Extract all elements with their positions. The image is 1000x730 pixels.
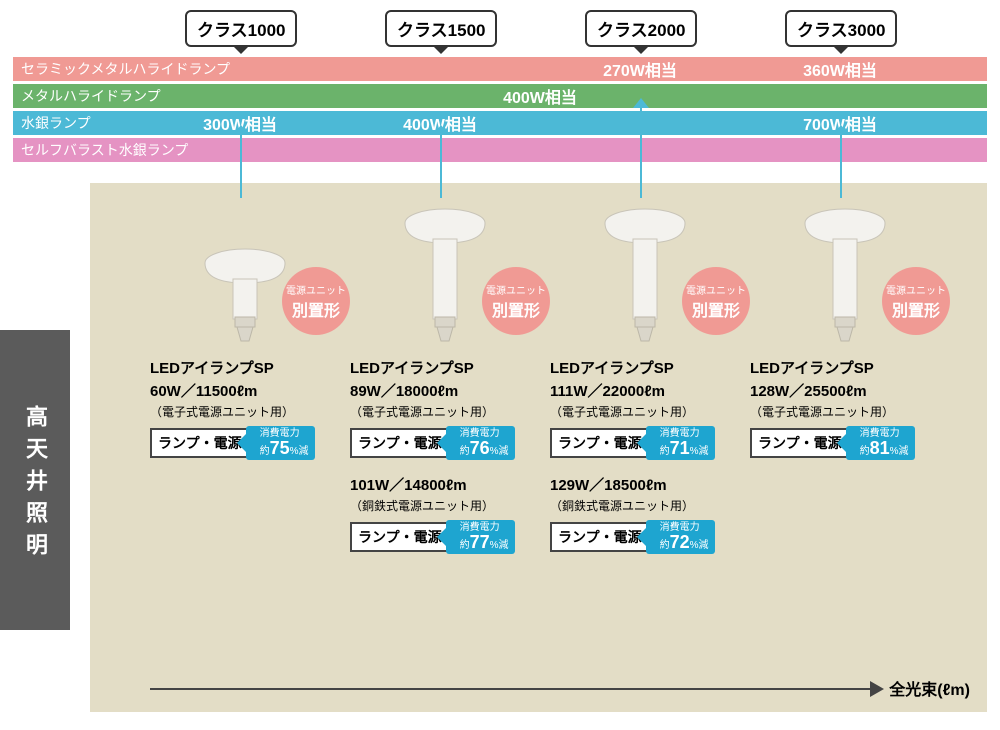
savings-badge: 消費電力 約71%減 [646,426,715,460]
lamp-icon [200,245,290,345]
lamp-icon [600,205,690,345]
equiv-wattage: 360W相当 [785,57,895,81]
lamp-icon [800,205,890,345]
lamp-power-button[interactable]: ランプ・電源 [350,522,450,552]
product-title: LEDアイランプSP [550,357,740,378]
product-note: （銅鉄式電源ユニット用） [350,497,540,514]
product-power: 60W／11500ℓm [150,380,340,401]
savings-badge: 消費電力 約72%減 [646,520,715,554]
lamp-icon [400,205,490,345]
unit-type-badge: 電源ユニット 別置形 [682,267,750,335]
savings-badge: 消費電力 約75%減 [246,426,315,460]
product-title: LEDアイランプSP [750,357,940,378]
mapping-arrow [640,108,642,198]
unit-type-badge: 電源ユニット 別置形 [482,267,550,335]
product-note: （電子式電源ユニット用） [750,403,940,420]
savings-badge: 消費電力 約77%減 [446,520,515,554]
equiv-wattage: 400W相当 [485,84,595,108]
class-header: クラス2000 [585,10,697,47]
equiv-band: セラミックメタルハライドランプ270W相当360W相当 [13,57,987,81]
class-header: クラス1000 [185,10,297,47]
lamp-power-button[interactable]: ランプ・電源 [550,522,650,552]
equiv-wattage: 270W相当 [585,57,695,81]
product-note: （電子式電源ユニット用） [550,403,740,420]
product-title: LEDアイランプSP [150,357,340,378]
savings-badge: 消費電力 約81%減 [846,426,915,460]
product-power: 101W／14800ℓm [350,474,540,495]
mapping-arrow [840,135,842,198]
product-note: （銅鉄式電源ユニット用） [550,497,740,514]
product-column: 電源ユニット 別置形 LEDアイランプSP 60W／11500ℓm （電子式電源… [150,195,340,460]
mapping-arrow [440,135,442,198]
product-power: 111W／22000ℓm [550,380,740,401]
class-header: クラス3000 [785,10,897,47]
product-column: 電源ユニット 別置形 LEDアイランプSP 89W／18000ℓm （電子式電源… [350,195,540,554]
product-power: 129W／18500ℓm [550,474,740,495]
equiv-band: メタルハライドランプ400W相当 [13,84,987,108]
side-category-label: 高天井照明 [0,330,70,630]
lumen-axis-arrow [150,688,870,690]
lamp-power-button[interactable]: ランプ・電源 [750,428,850,458]
savings-badge: 消費電力 約76%減 [446,426,515,460]
lumen-axis-label: 全光束(ℓm) [889,676,970,700]
product-title: LEDアイランプSP [350,357,540,378]
lamp-power-button[interactable]: ランプ・電源 [150,428,250,458]
mapping-arrow [240,135,242,198]
product-column: 電源ユニット 別置形 LEDアイランプSP 128W／25500ℓm （電子式電… [750,195,940,460]
product-note: （電子式電源ユニット用） [150,403,340,420]
unit-type-badge: 電源ユニット 別置形 [882,267,950,335]
class-header: クラス1500 [385,10,497,47]
lamp-power-button[interactable]: ランプ・電源 [350,428,450,458]
product-note: （電子式電源ユニット用） [350,403,540,420]
product-column: 電源ユニット 別置形 LEDアイランプSP 111W／22000ℓm （電子式電… [550,195,740,554]
unit-type-badge: 電源ユニット 別置形 [282,267,350,335]
product-power: 128W／25500ℓm [750,380,940,401]
product-power: 89W／18000ℓm [350,380,540,401]
lamp-power-button[interactable]: ランプ・電源 [550,428,650,458]
